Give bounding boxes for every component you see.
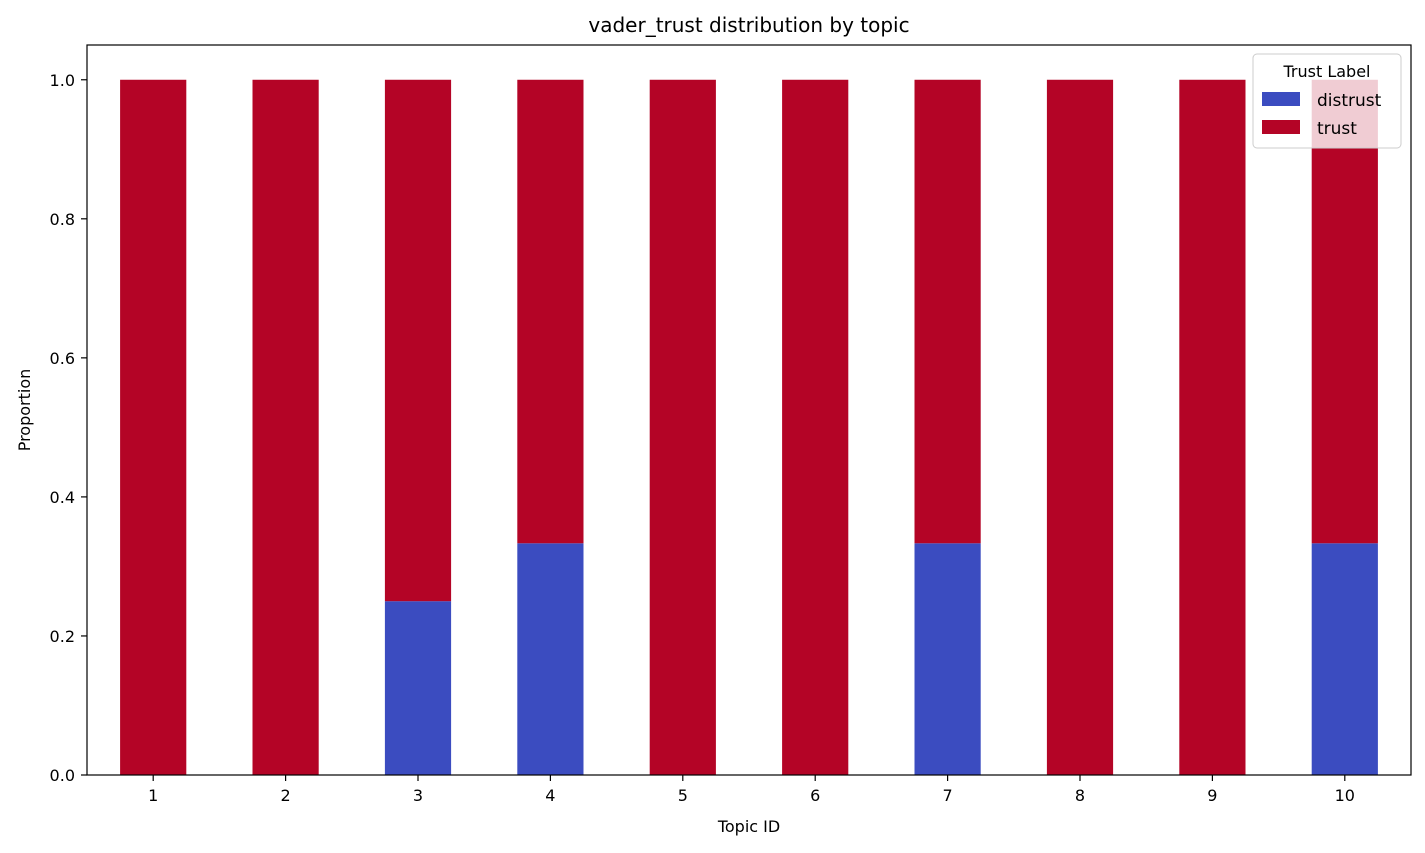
bar-trust-topic-10	[1311, 79, 1378, 544]
bar-distrust-topic-3	[384, 601, 452, 775]
bar-trust-topic-6	[782, 79, 849, 775]
bar-trust-topic-2	[252, 79, 319, 775]
x-tick-label: 6	[810, 786, 820, 805]
y-tick-label: 0.8	[50, 210, 75, 229]
bar-trust-topic-1	[120, 79, 187, 775]
x-tick-label: 10	[1335, 786, 1355, 805]
x-tick-label: 2	[281, 786, 291, 805]
y-tick-label: 0.6	[50, 349, 75, 368]
x-tick-label: 1	[148, 786, 158, 805]
x-tick-label: 3	[413, 786, 423, 805]
bar-trust-topic-9	[1179, 79, 1246, 775]
bar-trust-topic-3	[384, 79, 452, 602]
bar-trust-topic-5	[649, 79, 716, 775]
bar-distrust-topic-7	[914, 543, 981, 775]
x-axis-label: Topic ID	[717, 817, 780, 836]
axes-layer: 0.0 0.2 0.4 0.6 0.8 1.0 1 2 3 4 5 6 7 8 9 10	[50, 44, 1412, 805]
bar-trust-topic-8	[1046, 79, 1114, 775]
chart-title: vader_trust distribution by topic	[588, 13, 909, 37]
chart-legend: Trust Label distrust trust	[1252, 53, 1402, 149]
legend-swatch-distrust	[1262, 92, 1300, 106]
y-tick-label: 1.0	[50, 71, 75, 90]
legend-label-distrust: distrust	[1317, 91, 1382, 111]
y-tick-label: 0.4	[50, 488, 75, 507]
y-axis-label: Proportion	[15, 369, 34, 452]
x-tick-label: 9	[1207, 786, 1217, 805]
bar-trust-topic-7	[914, 79, 981, 544]
y-tick-label: 0.2	[50, 627, 75, 646]
legend-label-trust: trust	[1317, 119, 1357, 139]
legend-title: Trust Label	[1283, 62, 1371, 81]
x-tick-label: 4	[545, 786, 555, 805]
plot-frame	[86, 44, 1412, 776]
legend-items: distrust trust	[1262, 91, 1382, 139]
x-tick-label: 5	[678, 786, 688, 805]
bars-layer	[120, 79, 1378, 775]
bar-distrust-topic-4	[517, 543, 584, 775]
y-tick-label: 0.0	[50, 766, 75, 785]
legend-swatch-trust	[1262, 120, 1300, 134]
bar-trust-topic-4	[517, 79, 584, 544]
x-tick-label: 8	[1075, 786, 1085, 805]
bar-distrust-topic-10	[1311, 543, 1378, 775]
x-tick-label: 7	[943, 786, 953, 805]
